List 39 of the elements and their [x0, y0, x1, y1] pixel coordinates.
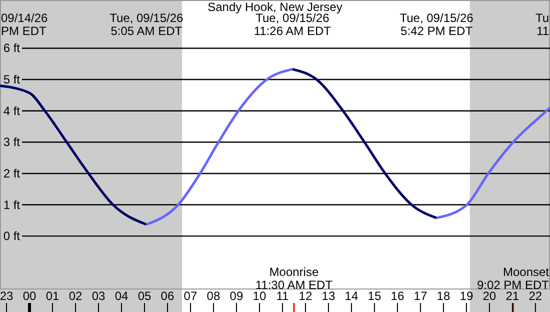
x-tick-label: 08	[206, 289, 220, 303]
x-tick-label: 00	[22, 289, 37, 303]
y-tick-label: 0 ft	[3, 229, 21, 244]
x-tick-label: 23	[0, 289, 14, 303]
y-tick-label: 1 ft	[3, 198, 21, 212]
x-tick-label: 18	[436, 289, 450, 303]
x-tick-label: 14	[344, 289, 358, 303]
x-tick-label: 22	[528, 289, 542, 303]
x-tick-label: 03	[92, 289, 106, 303]
chart-title: Sandy Hook, New Jersey	[208, 0, 342, 14]
annotation: Tue, 09/15/26 5:42 PM EDT	[400, 11, 474, 38]
x-tick-label: 11	[276, 289, 290, 303]
y-tick-label: 4 ft	[3, 104, 21, 118]
x-tick-label: 13	[322, 289, 336, 303]
x-tick-label: 10	[252, 289, 266, 303]
y-tick-label: 6 ft	[3, 41, 21, 56]
x-tick-label: 19	[460, 289, 474, 303]
y-tick-label: 2 ft	[3, 166, 21, 180]
annotation: Moonrise 11:30 AM EDT	[255, 265, 334, 292]
x-tick-label: 15	[368, 289, 382, 303]
annotation: Tue, 09/15/26 11:26 AM EDT	[254, 11, 332, 38]
x-tick-label: 12	[298, 289, 312, 303]
annotation: Tue, 09/15/26 5:05 AM EDT	[110, 11, 184, 38]
annotation: 09/14/26 PM EDT	[1, 11, 48, 38]
x-tick-label: 09	[230, 289, 244, 303]
x-tick-label: 01	[46, 289, 60, 303]
annotation: Moonset 9:02 PM EDT	[476, 265, 550, 292]
x-tick-label: 05	[138, 289, 152, 303]
x-tick-label: 21	[506, 289, 520, 303]
x-tick-label: 04	[114, 289, 128, 303]
x-tick-label: 06	[160, 289, 174, 303]
x-tick-label: 16	[390, 289, 404, 303]
y-tick-label: 3 ft	[3, 135, 21, 150]
x-tick-label: 02	[68, 289, 82, 303]
y-tick-label: 5 ft	[3, 72, 21, 87]
x-tick-label: 17	[414, 289, 428, 303]
x-tick-label: 07	[184, 289, 198, 303]
annotation: Tu 11	[535, 11, 550, 38]
x-tick-label: 20	[482, 289, 496, 303]
